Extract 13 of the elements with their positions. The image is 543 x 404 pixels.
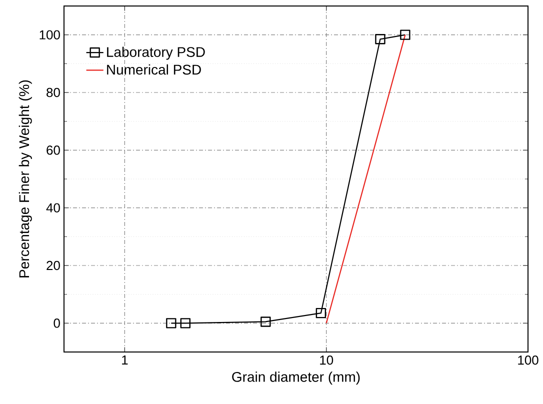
y-tick-label: 40 — [46, 203, 60, 212]
y-axis-title: Percentage Finer by Weight (%) — [18, 80, 32, 278]
x-tick-label: 100 — [518, 356, 538, 365]
y-tick-label: 0 — [54, 318, 60, 328]
y-tick-label: 100 — [40, 30, 60, 40]
legend-label: Laboratory PSD — [107, 46, 205, 60]
x-axis-title: Grain diameter (mm) — [232, 372, 360, 385]
legend-label: Numerical PSD — [107, 64, 201, 75]
y-tick-label: 80 — [46, 88, 60, 98]
x-tick-label: 10 — [320, 356, 334, 365]
x-tick-label: 1 — [122, 356, 128, 364]
y-tick-label: 20 — [46, 260, 60, 270]
y-tick-label: 60 — [46, 146, 60, 155]
